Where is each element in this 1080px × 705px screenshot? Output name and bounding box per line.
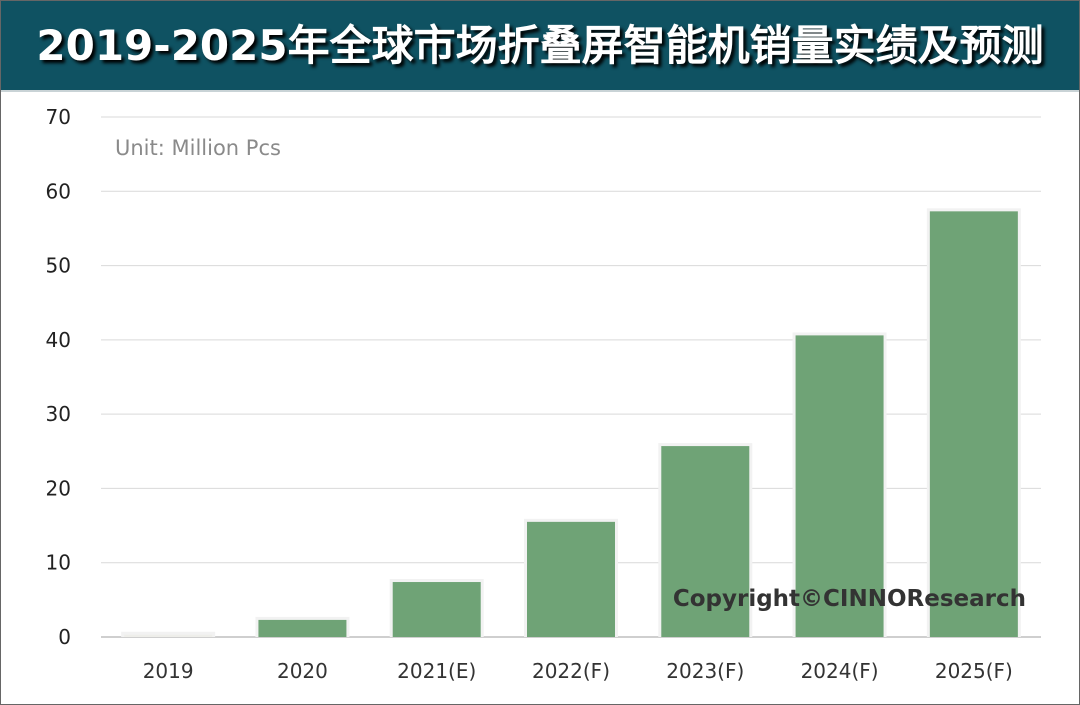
bar-2022(F) — [527, 521, 615, 637]
title-banner: 2019-2025年全球市场折叠屏智能机销量实绩及预测 — [1, 1, 1079, 92]
bar-outline — [121, 631, 216, 637]
bar-2019 — [124, 634, 213, 637]
y-tick-label: 0 — [58, 625, 71, 649]
y-tick-label: 50 — [46, 254, 71, 278]
unit-label: Unit: Million Pcs — [115, 136, 281, 160]
chart-title: 2019-2025年全球市场折叠屏智能机销量实绩及预测 — [36, 21, 1044, 70]
y-tick-label: 20 — [46, 476, 71, 500]
copyright-watermark: Copyright©CINNOResearch — [673, 586, 1026, 612]
x-tick-label: 2021(E) — [397, 659, 476, 683]
x-tick-label: 2019 — [143, 659, 194, 683]
y-tick-label: 30 — [46, 402, 71, 426]
bar-2021(E) — [392, 582, 481, 637]
bar-2024(F) — [795, 335, 884, 637]
y-tick-label: 60 — [46, 179, 71, 203]
x-tick-label: 2022(F) — [532, 659, 610, 683]
y-tick-label: 40 — [46, 328, 71, 352]
x-tick-label: 2023(F) — [666, 659, 744, 683]
bar-2025(F) — [929, 211, 1018, 638]
x-tick-label: 2020 — [277, 659, 328, 683]
x-tick-label: 2025(F) — [935, 659, 1013, 683]
bar-2020 — [258, 619, 347, 637]
bar-2023(F) — [661, 446, 750, 637]
y-tick-label: 10 — [46, 551, 71, 575]
y-tick-label: 70 — [46, 105, 71, 129]
x-tick-label: 2024(F) — [801, 659, 879, 683]
